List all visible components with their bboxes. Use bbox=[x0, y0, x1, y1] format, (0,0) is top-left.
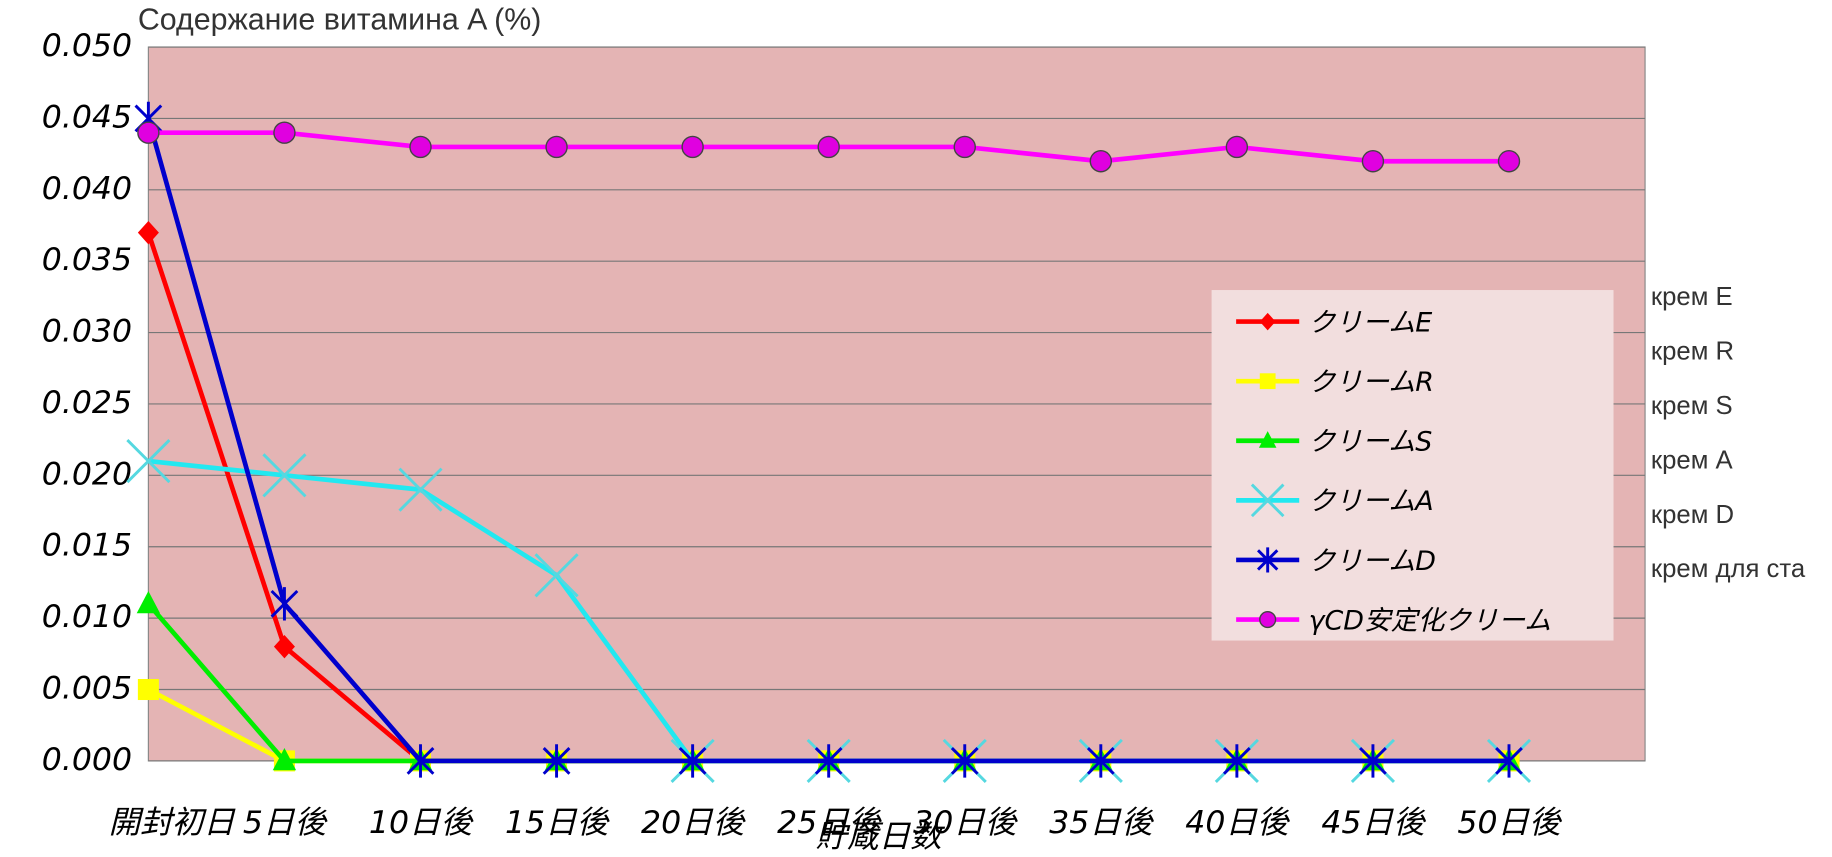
marker bbox=[678, 744, 707, 778]
marker bbox=[137, 121, 160, 144]
marker bbox=[1225, 135, 1249, 159]
marker bbox=[270, 587, 299, 621]
marker bbox=[1086, 744, 1115, 778]
marker bbox=[953, 135, 976, 159]
x-axis-title: 貯蔵日数 bbox=[816, 819, 946, 855]
marker bbox=[681, 135, 704, 159]
x-tick-label: 35日後 bbox=[1049, 805, 1155, 841]
marker bbox=[1361, 150, 1385, 173]
annotation: крем для ста bbox=[1651, 555, 1806, 583]
marker bbox=[1257, 547, 1279, 573]
marker bbox=[137, 220, 159, 245]
marker bbox=[1259, 610, 1277, 629]
x-tick-label: 50日後 bbox=[1457, 805, 1563, 841]
marker bbox=[1250, 483, 1285, 518]
marker bbox=[262, 453, 307, 498]
legend-label: クリームR bbox=[1309, 367, 1434, 398]
marker bbox=[1259, 373, 1276, 390]
chart-title: Содержание витамина A (%) bbox=[138, 3, 542, 36]
x-tick-label: 45日後 bbox=[1321, 805, 1427, 841]
marker bbox=[137, 678, 159, 701]
legend-label: クリームS bbox=[1309, 427, 1433, 458]
y-tick-label: 0.040 bbox=[42, 171, 132, 207]
legend: クリームE クリームR クリームS クリームA クリームD γCD安定化クリーム bbox=[1211, 290, 1614, 641]
legend-label: クリームA bbox=[1309, 486, 1434, 517]
marker bbox=[1258, 431, 1277, 448]
x-tick-label: 20日後 bbox=[641, 805, 747, 841]
marker bbox=[406, 744, 435, 778]
marker bbox=[950, 744, 979, 778]
marker bbox=[1089, 150, 1113, 173]
annotation: крем D bbox=[1651, 501, 1734, 529]
annotation: крем A bbox=[1651, 446, 1734, 474]
marker bbox=[542, 744, 571, 778]
legend-box bbox=[1211, 290, 1614, 641]
marker bbox=[1495, 744, 1523, 778]
annotation: крем R bbox=[1651, 337, 1734, 365]
series bbox=[134, 101, 1523, 778]
y-tick-label: 0.025 bbox=[42, 385, 132, 421]
marker bbox=[273, 634, 295, 659]
x-tick-label: 15日後 bbox=[505, 805, 611, 841]
y-tick-label: 0.045 bbox=[42, 99, 132, 135]
marker bbox=[1359, 744, 1387, 778]
y-tick-label: 0.020 bbox=[42, 456, 132, 492]
x-tick-label: 25日後 bbox=[777, 805, 883, 841]
marker bbox=[1222, 744, 1251, 778]
marker bbox=[273, 121, 296, 144]
marker bbox=[272, 748, 297, 771]
series bbox=[137, 121, 1521, 173]
marker bbox=[817, 135, 840, 159]
y-tick-label: 0.050 bbox=[42, 28, 132, 64]
y-tick-label: 0.035 bbox=[42, 242, 132, 278]
x-tick-label: 30日後 bbox=[913, 805, 1019, 841]
legend-label: クリームD bbox=[1309, 546, 1436, 577]
y-tick-label: 0.015 bbox=[42, 528, 132, 564]
y-tick-label: 0.000 bbox=[42, 742, 132, 778]
y-tick-label: 0.005 bbox=[42, 671, 132, 707]
x-tick-label: 10日後 bbox=[369, 805, 475, 841]
y-tick-label: 0.010 bbox=[42, 599, 132, 635]
marker bbox=[814, 744, 843, 778]
legend-label: クリームE bbox=[1309, 307, 1433, 338]
x-tick-label: 開封初日 bbox=[109, 805, 237, 841]
marker bbox=[398, 467, 443, 512]
marker bbox=[409, 135, 432, 159]
x-tick-label: 5日後 bbox=[243, 805, 329, 841]
marker bbox=[136, 590, 161, 614]
marker bbox=[1497, 150, 1521, 173]
marker bbox=[545, 135, 568, 159]
y-tick-label: 0.030 bbox=[42, 314, 132, 350]
legend-label: γCD安定化クリーム bbox=[1309, 605, 1552, 636]
marker bbox=[1259, 312, 1276, 331]
x-tick-label: 40日後 bbox=[1185, 805, 1291, 841]
marker bbox=[126, 439, 171, 484]
annotation: крем S bbox=[1651, 392, 1733, 420]
marker bbox=[534, 553, 579, 598]
annotation: крем E bbox=[1651, 283, 1733, 311]
